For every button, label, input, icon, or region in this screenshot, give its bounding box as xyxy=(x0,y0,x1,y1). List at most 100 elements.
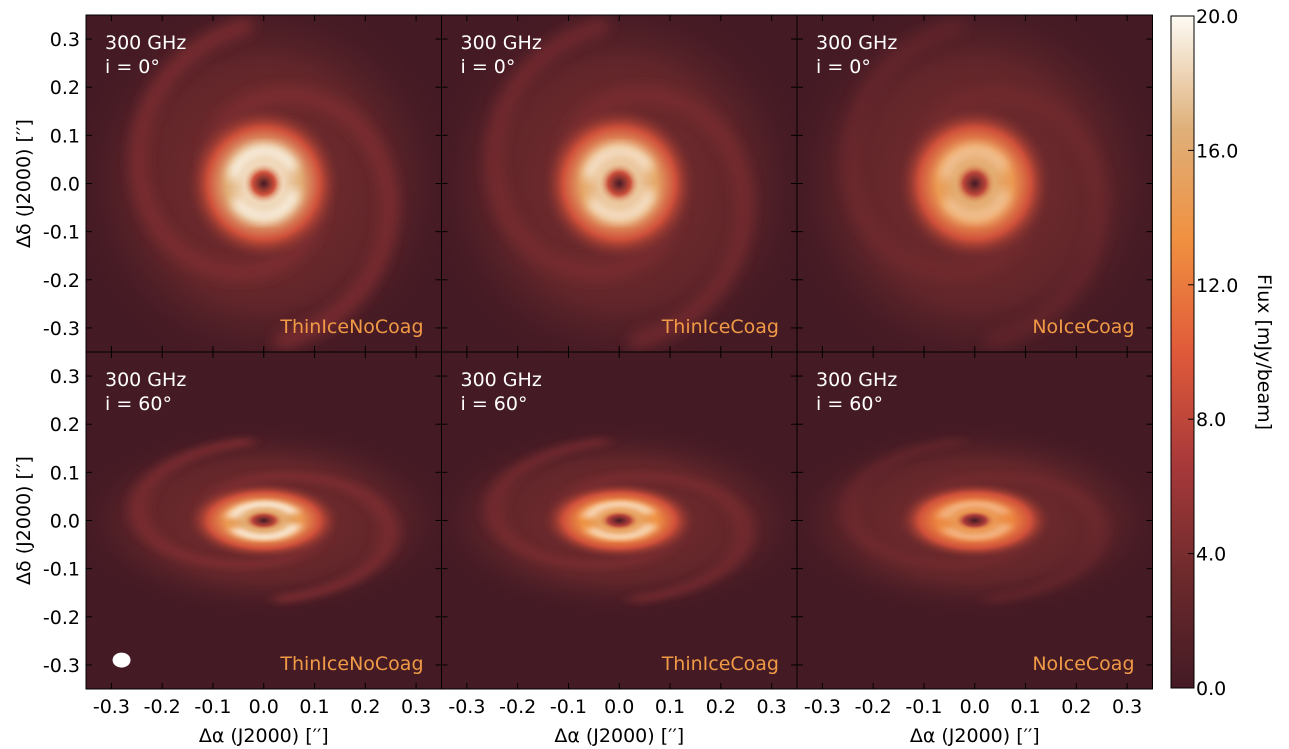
x-tick-label: 0.0 xyxy=(249,696,279,718)
colorbar-tick-label: 8.0 xyxy=(1196,409,1226,431)
image-area xyxy=(86,352,442,689)
inclination-label: i = 0° xyxy=(816,56,871,78)
central-cavity xyxy=(599,163,640,204)
model-label: ThinIceNoCoag xyxy=(279,653,423,675)
central-cavity xyxy=(243,510,284,531)
x-axis-label: Δα (J2000) [′′] xyxy=(199,725,329,747)
model-label: ThinIceCoag xyxy=(661,316,779,338)
y-tick-label: -0.3 xyxy=(43,318,80,340)
colorbar-tick-label: 16.0 xyxy=(1196,140,1238,162)
y-axis-label: Δδ (J2000) [′′] xyxy=(13,119,35,248)
crescent xyxy=(583,500,654,519)
y-tick-label: 0.1 xyxy=(50,125,80,147)
y-tick-label: 0.2 xyxy=(50,414,80,436)
ring-crescents xyxy=(583,144,656,223)
y-tick-label: -0.1 xyxy=(43,559,80,581)
x-tick-label: -0.3 xyxy=(804,696,841,718)
inclination-label: i = 0° xyxy=(461,56,516,78)
ring-crescents xyxy=(938,500,1011,541)
image-area xyxy=(86,15,442,352)
y-tick-label: 0.2 xyxy=(50,77,80,99)
model-label: NoIceCoag xyxy=(1032,316,1134,338)
crescent xyxy=(587,189,656,223)
x-tick-label: -0.1 xyxy=(905,696,942,718)
frequency-label: 300 GHz xyxy=(816,32,897,54)
central-cavity xyxy=(243,163,284,204)
frequency-label: 300 GHz xyxy=(105,32,186,54)
ring-crescents xyxy=(227,144,300,223)
frequency-label: 300 GHz xyxy=(816,369,897,391)
x-tick-label: -0.1 xyxy=(194,696,231,718)
inclination-label: i = 60° xyxy=(105,393,172,415)
crescent xyxy=(938,144,1009,180)
crescent xyxy=(227,500,298,519)
x-tick-label: -0.3 xyxy=(93,696,130,718)
image-area xyxy=(441,352,797,689)
x-tick-label: 0.0 xyxy=(604,696,634,718)
central-cavity xyxy=(954,510,995,531)
x-tick-label: 0.1 xyxy=(299,696,329,718)
y-tick-label: 0.0 xyxy=(50,511,80,533)
inclination-label: i = 0° xyxy=(105,56,160,78)
frequency-label: 300 GHz xyxy=(461,369,542,391)
x-tick-label: 0.3 xyxy=(756,696,786,718)
y-tick-label: 0.1 xyxy=(50,462,80,484)
x-tick-label: -0.2 xyxy=(144,696,181,718)
ring-crescents xyxy=(938,144,1011,223)
y-tick-label: -0.2 xyxy=(43,270,80,292)
inclination-label: i = 60° xyxy=(816,393,883,415)
colorbar-tick-label: 0.0 xyxy=(1196,678,1226,700)
colorbar: 20.0 16.0 12.0 8.0 4.0 0.0 Flux [mJy/beam] xyxy=(1170,6,1275,700)
image-area xyxy=(441,15,797,352)
frequency-label: 300 GHz xyxy=(461,32,542,54)
y-axis-label: Δδ (J2000) [′′] xyxy=(13,456,35,585)
frequency-label: 300 GHz xyxy=(105,369,186,391)
x-tick-label: 0.2 xyxy=(350,696,380,718)
y-tick-label: 0.3 xyxy=(50,366,80,388)
colorbar-gradient xyxy=(1170,15,1195,689)
ring-crescents xyxy=(227,500,300,541)
x-axis-label: Δα (J2000) [′′] xyxy=(910,725,1040,747)
crescent xyxy=(231,189,300,223)
colorbar-label: Flux [mJy/beam] xyxy=(1253,274,1275,430)
x-tick-label: 0.3 xyxy=(401,696,431,718)
central-cavity xyxy=(599,510,640,531)
model-label: ThinIceNoCoag xyxy=(279,316,423,338)
x-tick-label: -0.1 xyxy=(550,696,587,718)
crescent xyxy=(587,523,656,541)
crescent xyxy=(942,189,1011,223)
model-label: ThinIceCoag xyxy=(661,653,779,675)
colorbar-tick-label: 4.0 xyxy=(1196,544,1226,566)
x-axis-label: Δα (J2000) [′′] xyxy=(554,725,684,747)
image-area xyxy=(797,15,1153,352)
crescent xyxy=(583,144,654,180)
y-tick-label: -0.1 xyxy=(43,222,80,244)
x-tick-label: 0.2 xyxy=(1061,696,1091,718)
inclination-label: i = 60° xyxy=(461,393,528,415)
x-tick-label: 0.2 xyxy=(706,696,736,718)
central-cavity xyxy=(954,163,995,204)
x-tick-label: -0.2 xyxy=(499,696,536,718)
axes: -0.3 -0.2 -0.1 0.0 0.1 0.2 0.3Δα (J2000) [′′]-… xyxy=(13,15,1153,747)
x-tick-label: 0.1 xyxy=(655,696,685,718)
crescent xyxy=(942,523,1011,541)
x-tick-label: 0.1 xyxy=(1010,696,1040,718)
crescent xyxy=(938,500,1009,519)
colorbar-tick-label: 12.0 xyxy=(1196,275,1238,297)
x-tick-label: 0.3 xyxy=(1112,696,1142,718)
beam-ellipse xyxy=(112,652,131,668)
x-tick-label: -0.3 xyxy=(448,696,485,718)
ring-crescents xyxy=(583,500,656,541)
x-tick-label: 0.0 xyxy=(960,696,990,718)
y-tick-label: 0.0 xyxy=(50,174,80,196)
image-area xyxy=(797,352,1153,689)
x-tick-label: -0.2 xyxy=(855,696,892,718)
